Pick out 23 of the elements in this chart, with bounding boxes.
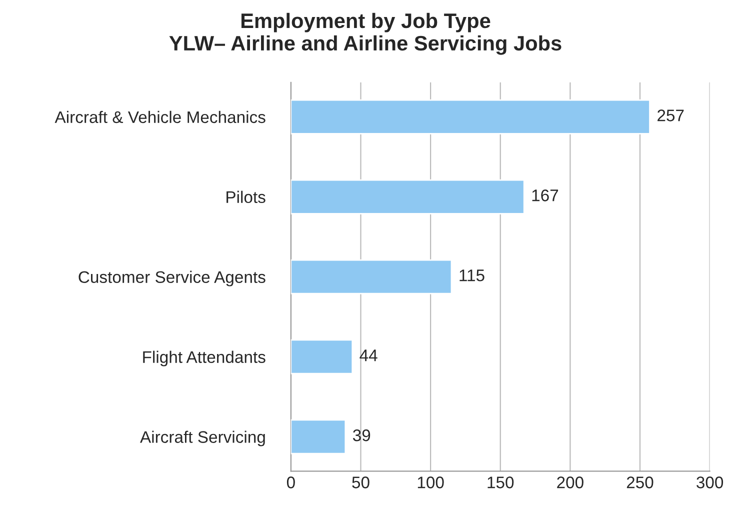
- bar: [290, 259, 452, 294]
- data-label: 167: [532, 190, 558, 202]
- bar: [290, 179, 525, 214]
- x-tick-label: 150: [488, 476, 514, 488]
- data-label: 257: [658, 110, 684, 122]
- x-tick-label: 100: [418, 476, 444, 488]
- y-tick-label: Pilots: [226, 190, 266, 204]
- data-label: 115: [460, 270, 484, 282]
- x-tick-label: 300: [696, 476, 724, 488]
- y-tick-label: Flight Attendants: [143, 350, 266, 366]
- x-tick-label: 50: [352, 476, 370, 488]
- data-label: 44: [360, 350, 378, 362]
- data-label: 39: [352, 429, 370, 442]
- bar: [290, 419, 346, 454]
- x-tick-label: 200: [557, 476, 584, 488]
- bar: [290, 339, 354, 374]
- y-tick-label: Customer Service Agents: [78, 270, 266, 286]
- x-tick-label: 0: [286, 476, 295, 488]
- y-tick-label: Aircraft Servicing: [140, 430, 265, 446]
- y-tick-label: Aircraft & Vehicle Mechanics: [54, 110, 266, 124]
- x-tick-label: 250: [626, 476, 654, 488]
- chart-title: Employment by Job Type YLW– Airline and Airline Servicing Jobs: [169, 12, 562, 55]
- bar: [290, 99, 650, 134]
